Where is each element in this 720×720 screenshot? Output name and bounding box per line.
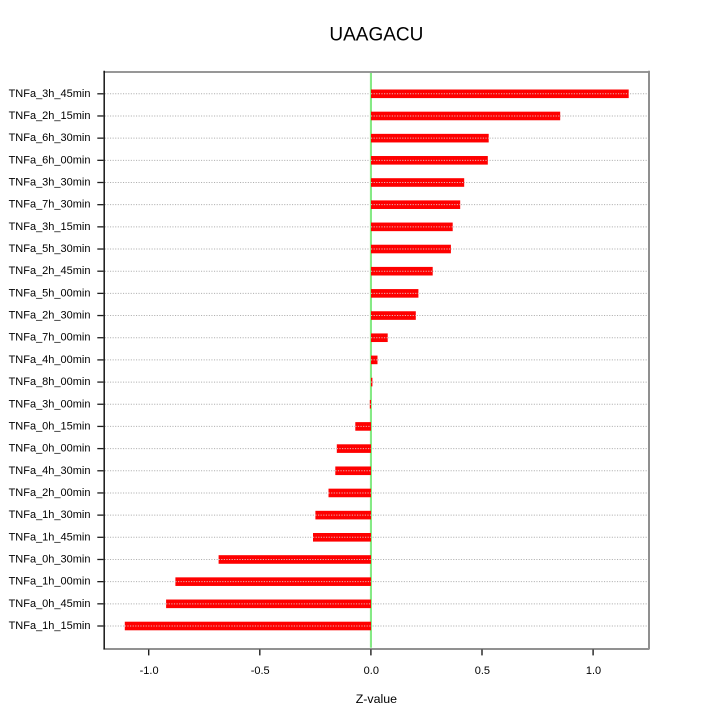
svg-text:-1.0: -1.0 xyxy=(140,665,159,677)
svg-text:UAAGACU: UAAGACU xyxy=(329,25,423,46)
svg-text:0.0: 0.0 xyxy=(364,665,379,677)
svg-text:TNFa_3h_15min: TNFa_3h_15min xyxy=(9,221,91,233)
svg-text:TNFa_4h_00min: TNFa_4h_00min xyxy=(9,354,91,366)
svg-text:Z-value: Z-value xyxy=(356,692,397,706)
svg-text:TNFa_2h_15min: TNFa_2h_15min xyxy=(9,110,91,122)
svg-text:TNFa_2h_00min: TNFa_2h_00min xyxy=(9,487,91,499)
svg-text:-0.5: -0.5 xyxy=(251,665,270,677)
svg-text:TNFa_6h_30min: TNFa_6h_30min xyxy=(9,132,91,144)
svg-text:1.0: 1.0 xyxy=(586,665,601,677)
svg-text:TNFa_2h_30min: TNFa_2h_30min xyxy=(9,310,91,322)
svg-text:TNFa_3h_00min: TNFa_3h_00min xyxy=(9,398,91,410)
svg-text:TNFa_5h_00min: TNFa_5h_00min xyxy=(9,287,91,299)
svg-text:TNFa_1h_30min: TNFa_1h_30min xyxy=(9,509,91,521)
svg-text:TNFa_0h_00min: TNFa_0h_00min xyxy=(9,443,91,455)
svg-text:TNFa_1h_45min: TNFa_1h_45min xyxy=(9,531,91,543)
svg-text:TNFa_0h_15min: TNFa_0h_15min xyxy=(9,420,91,432)
svg-text:TNFa_6h_00min: TNFa_6h_00min xyxy=(9,154,91,166)
svg-text:TNFa_8h_00min: TNFa_8h_00min xyxy=(9,376,91,388)
svg-text:TNFa_0h_30min: TNFa_0h_30min xyxy=(9,553,91,565)
svg-text:0.5: 0.5 xyxy=(475,665,490,677)
svg-text:TNFa_2h_45min: TNFa_2h_45min xyxy=(9,265,91,277)
svg-text:TNFa_7h_30min: TNFa_7h_30min xyxy=(9,199,91,211)
svg-text:TNFa_7h_00min: TNFa_7h_00min xyxy=(9,332,91,344)
svg-text:TNFa_4h_30min: TNFa_4h_30min xyxy=(9,465,91,477)
svg-text:TNFa_3h_45min: TNFa_3h_45min xyxy=(9,88,91,100)
svg-text:TNFa_5h_30min: TNFa_5h_30min xyxy=(9,243,91,255)
svg-text:TNFa_3h_30min: TNFa_3h_30min xyxy=(9,177,91,189)
svg-text:TNFa_0h_45min: TNFa_0h_45min xyxy=(9,598,91,610)
svg-text:TNFa_1h_00min: TNFa_1h_00min xyxy=(9,576,91,588)
svg-text:TNFa_1h_15min: TNFa_1h_15min xyxy=(9,620,91,632)
